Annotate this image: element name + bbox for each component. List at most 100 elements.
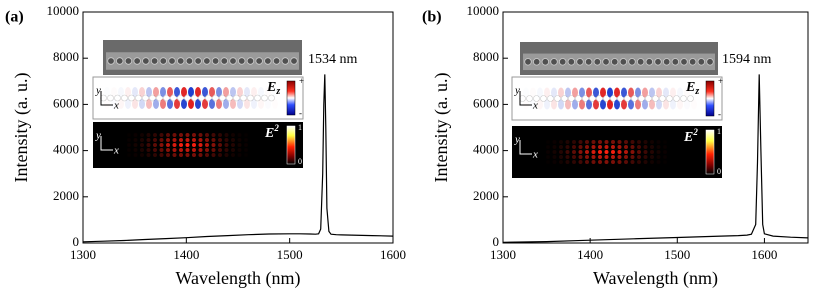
ez-hole [191,94,198,102]
ez-lobe [642,87,648,98]
x-tick-label: 1300 [70,247,96,262]
e2-spot [231,143,235,147]
e2-spot [585,145,589,149]
ez-hole [568,95,575,102]
ez-hole [673,95,680,102]
e2-spot [192,148,196,152]
e2-spot [663,145,667,149]
e2-spot [663,160,667,164]
e2-spot [153,148,157,152]
e2-spot [598,160,602,164]
e2-spot [552,140,557,144]
ez-lobe [209,99,215,109]
ez-hole [212,94,219,102]
ez-hole [121,94,128,102]
x-axis-title: Wavelength (nm) [593,268,718,289]
ez-hole [575,95,582,102]
ez-lobe [642,99,648,110]
ez-top: + [718,76,723,86]
e2-spot [624,145,628,149]
e2-spot [172,148,177,152]
y-axis-title: Intensity (a. u.) [11,73,32,183]
e2-spot [565,155,570,159]
ez-lobe [572,87,578,98]
e2-spot [159,148,164,152]
ez-lobe [188,99,194,109]
sem-hole [680,58,688,66]
e2-spot [572,145,576,149]
e2-spot [218,133,222,137]
ez-hole [114,94,121,102]
ez-hole [156,94,163,102]
e2-spot [591,155,596,159]
e2-spot [244,148,248,152]
sem-hole [654,58,662,66]
ez-hole [170,94,177,102]
ez-lobe [593,87,599,98]
e2-spot [617,155,622,159]
ez-lobe [663,99,669,110]
ez-lobe [670,99,676,110]
e2-spot [624,140,628,144]
x-tick-label: 1300 [490,247,516,262]
x-tick-label: 1400 [173,247,199,262]
ez-lobe [132,99,138,109]
e2-spot [637,155,641,159]
ez-bottom: - [718,109,721,119]
ez-label-main: E [266,80,276,95]
e2-spot [133,133,138,137]
e2-spot [572,160,576,164]
sem-hole [567,58,576,66]
ez-label: Ez [685,80,699,97]
e2-spot [205,148,209,152]
ez-lobe [195,87,201,97]
e2-spot [630,145,635,149]
e2-spot [565,150,570,154]
e2-spot [578,150,583,154]
e2-spot [552,150,557,154]
ez-hole [268,94,275,102]
ez-hole [533,95,540,102]
e2-spot [572,155,576,159]
x-tick-label: 1500 [664,247,690,262]
e2-spot [159,143,164,147]
e2-top: 1 [717,127,721,136]
e2-spot [185,153,190,157]
ez-hole [645,95,652,102]
e2-spot [192,138,196,142]
e2-spot [166,148,170,152]
e2-spot [218,138,222,142]
e2-spot [611,140,615,144]
e2-spot [237,133,242,137]
e2-spot [598,155,602,159]
e2-spot [643,145,648,149]
ez-lobe [244,87,250,97]
e2-spot [637,160,641,164]
ez-hole [177,94,184,102]
e2-spot [650,140,654,144]
ez-hole [631,95,638,102]
ez-lobe [691,100,697,110]
e2-spot [133,143,138,147]
e2-spot [637,140,641,144]
ez-colorbar [705,80,715,117]
plot-frame [502,11,809,244]
e2-spot [546,160,550,164]
e2-spot [604,140,609,144]
e2-spot [630,150,635,154]
sem-hole [619,58,628,66]
sem-hole [290,57,298,65]
ez-lobe [139,99,145,109]
e2-spot [140,133,144,137]
e2-spot [663,155,667,159]
e2-map [512,126,722,178]
ez-hole [184,94,191,102]
e2-spot [643,155,648,159]
e2-spot [572,140,576,144]
ez-hole [547,95,554,102]
e2-spot [153,138,157,142]
ez-hole [596,95,603,102]
e2-spot [656,160,661,164]
inset-axis-x: x [113,145,119,157]
